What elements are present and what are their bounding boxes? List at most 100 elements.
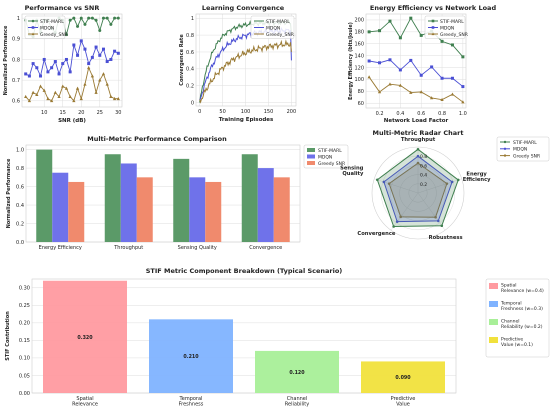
data-point xyxy=(72,43,76,47)
data-point xyxy=(53,90,57,94)
data-point xyxy=(27,74,31,78)
legend-box xyxy=(496,136,550,162)
y-tick-label: 0.6 xyxy=(186,50,194,56)
data-point xyxy=(450,92,455,96)
chart-radar: Multi-Metric Radar Chart 0.2 0.4 0.6 0.8 Thro… xyxy=(340,129,550,241)
bar xyxy=(43,280,127,393)
data-point xyxy=(75,86,80,90)
legend-box xyxy=(250,15,295,39)
plot-frame xyxy=(21,13,123,108)
data-point xyxy=(38,84,43,88)
data-point xyxy=(378,61,382,65)
chart-energy-efficiency: Energy Efficiency vs Network Load 60 80 100… xyxy=(348,4,496,124)
data-point xyxy=(116,96,120,101)
data-point xyxy=(113,49,117,53)
x-tick-label: Spatial Relevance xyxy=(72,396,98,408)
data-point xyxy=(388,19,392,23)
data-point xyxy=(31,19,35,23)
legend-label: Greedy SNR xyxy=(318,161,345,167)
data-point xyxy=(87,65,91,70)
data-point xyxy=(98,29,102,33)
data-point xyxy=(98,53,102,57)
legend-marker xyxy=(503,147,507,150)
data-point xyxy=(90,55,94,59)
radar-spoke xyxy=(374,178,419,194)
data-point xyxy=(46,70,50,74)
radar-axis-label: Sensing Quality xyxy=(340,166,364,178)
data-point xyxy=(419,33,423,37)
data-point xyxy=(94,90,98,94)
legend-label: Temporal Freshness (w=0.3) xyxy=(500,301,543,313)
y-tick-label: 1.0 xyxy=(16,147,24,153)
data-point xyxy=(90,16,94,20)
y-tick-label: 0.05 xyxy=(19,373,30,379)
data-point xyxy=(398,68,402,72)
data-point xyxy=(31,62,35,66)
bar xyxy=(68,181,85,242)
x-tick-label: 0 xyxy=(198,109,201,115)
x-tick-label: Energy Efficiency xyxy=(39,245,82,251)
x-tick-label: 50 xyxy=(219,109,225,115)
data-point xyxy=(35,92,39,96)
data-point xyxy=(31,90,35,94)
data-point xyxy=(116,51,120,55)
data-point xyxy=(387,182,391,185)
data-point xyxy=(377,90,382,94)
data-point xyxy=(72,16,76,20)
bar xyxy=(136,177,153,242)
y-tick-label: 200 xyxy=(354,18,364,24)
data-point xyxy=(83,47,87,51)
plot-frame xyxy=(25,144,301,243)
data-point xyxy=(61,62,65,66)
data-point xyxy=(76,24,80,28)
x-tick-label: 30 xyxy=(115,110,121,116)
data-point xyxy=(430,65,434,69)
bar xyxy=(361,361,445,393)
data-point xyxy=(436,219,440,223)
x-tick-label: Throughput xyxy=(113,245,143,251)
data-point xyxy=(416,154,420,158)
x-tick-label: Channel Reliability xyxy=(285,396,309,408)
y-axis-label: Normalized Performance xyxy=(6,158,12,228)
y-axis-label: STIF Contribution xyxy=(5,311,11,361)
data-point xyxy=(382,180,386,184)
x-tick-label: 10 xyxy=(41,110,47,116)
y-tick-label: 0.15 xyxy=(19,338,30,344)
data-point xyxy=(79,96,83,101)
y-axis-label: Normalized Performance xyxy=(3,25,9,95)
data-point xyxy=(68,94,72,99)
data-point xyxy=(461,85,465,89)
y-tick-label: 140 xyxy=(354,53,364,59)
data-point xyxy=(90,74,95,78)
data-point xyxy=(456,178,460,182)
data-point xyxy=(398,83,403,87)
data-point xyxy=(79,16,83,20)
data-point xyxy=(450,76,454,80)
chart-title: Multi-Metric Performance Comparison xyxy=(87,135,227,143)
data-point xyxy=(31,32,35,36)
data-point xyxy=(388,82,392,86)
data-point xyxy=(42,88,46,92)
data-point xyxy=(419,90,423,94)
y-tick-label: 0.30 xyxy=(19,286,30,292)
data-point xyxy=(450,180,454,184)
data-point xyxy=(409,16,413,20)
radar-series xyxy=(383,155,453,223)
data-point xyxy=(64,33,68,37)
radar-spoke xyxy=(417,178,462,194)
legend-label: STIF-MARL xyxy=(266,19,290,25)
y-tick-label: 0.00 xyxy=(19,391,30,397)
x-tick-label: 150 xyxy=(264,109,274,115)
chart-title: Energy Efficiency vs Network Load xyxy=(370,4,497,12)
data-point xyxy=(64,86,69,90)
legend-label: Predictive Value (w=0.1) xyxy=(501,337,533,349)
legend-label: MDQN xyxy=(40,25,54,31)
data-point xyxy=(101,47,105,51)
data-point xyxy=(76,53,80,57)
chart-title: Learning Convergence xyxy=(202,4,285,12)
chart-title: Multi-Metric Radar Chart xyxy=(373,129,464,137)
legend-marker xyxy=(503,154,507,157)
data-point xyxy=(367,59,371,63)
data-point xyxy=(109,22,113,26)
legend-swatch xyxy=(489,319,498,325)
